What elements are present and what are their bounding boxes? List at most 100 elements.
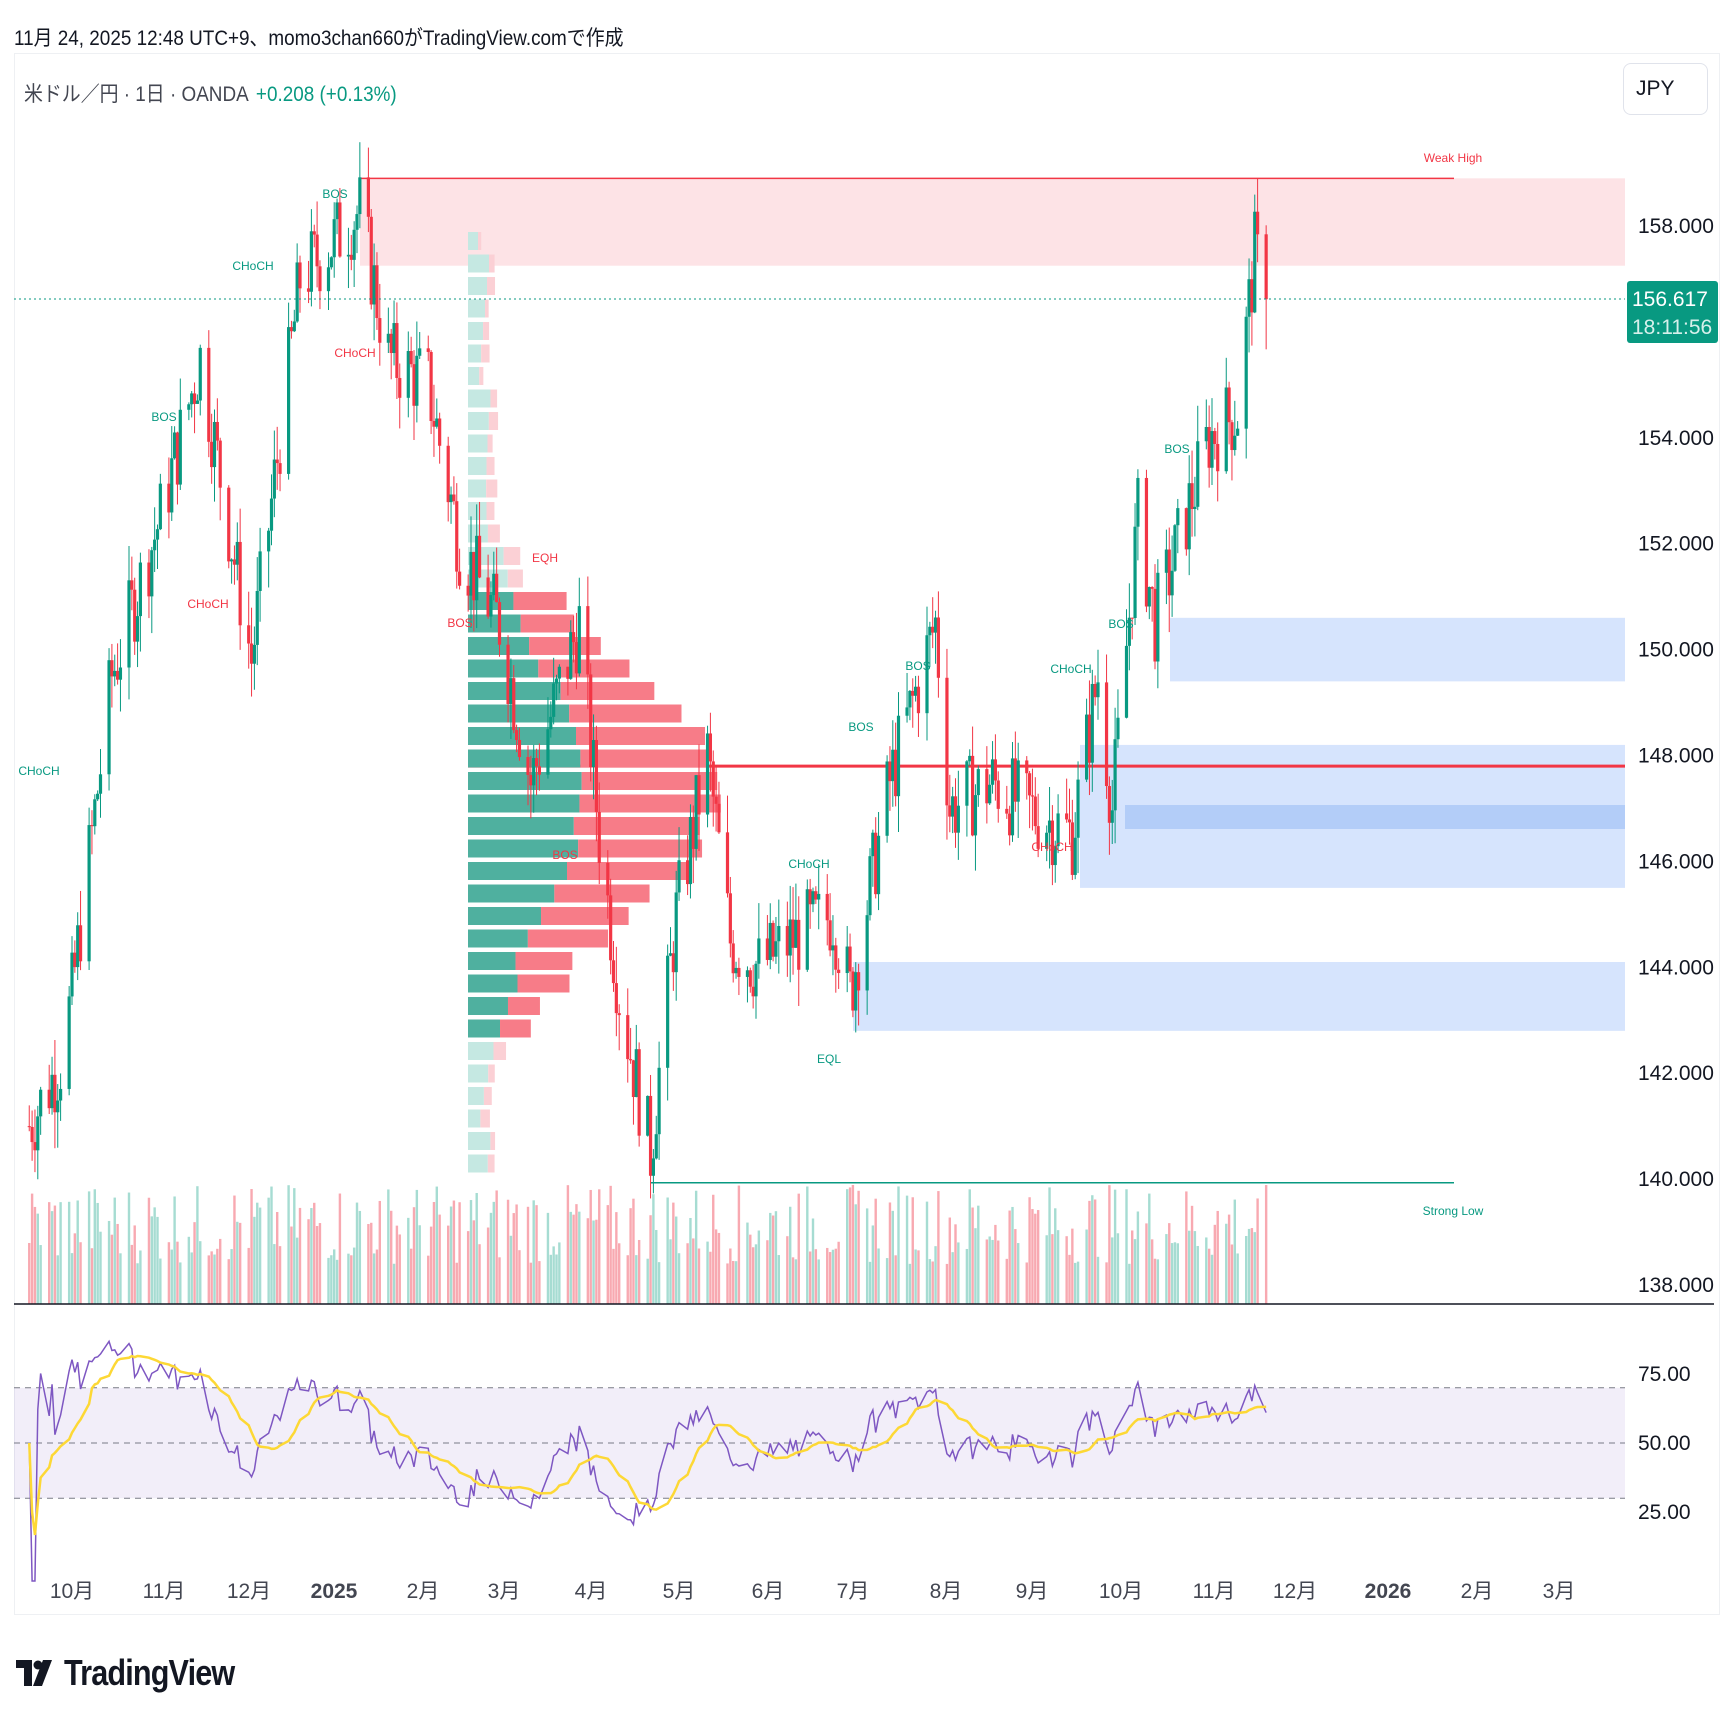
volume-profile-down: [507, 997, 540, 1015]
candle-body: [1253, 211, 1257, 313]
candle-body: [458, 571, 462, 586]
candle-body: [375, 265, 379, 319]
candle-body: [876, 835, 881, 895]
volume-bar: [210, 1251, 213, 1304]
volume-profile-up: [468, 862, 568, 880]
volume-bar: [1017, 1243, 1020, 1304]
candle-body: [332, 219, 336, 258]
candle-body: [409, 351, 413, 365]
candle-body: [309, 231, 313, 292]
candle-body: [771, 922, 775, 957]
candle-body: [218, 440, 222, 488]
volume-bar: [352, 1247, 356, 1304]
volume-bar: [629, 1208, 632, 1304]
volume-bar: [139, 1250, 142, 1304]
time-tick: 8月: [930, 1580, 963, 1603]
volume-bar: [1176, 1243, 1179, 1304]
candle-body: [455, 501, 459, 572]
candle-body: [435, 418, 439, 427]
candle-body: [936, 617, 940, 678]
volume-bar: [749, 1234, 752, 1304]
volume-bar: [478, 1244, 481, 1304]
candle-body: [1136, 477, 1140, 527]
candle-body: [848, 946, 852, 972]
volume-profile-down: [487, 1154, 495, 1173]
candle-body: [751, 986, 755, 997]
symbol-legend[interactable]: 米ドル／円 · 1日 · OANDA +0.208 (+0.13%): [24, 78, 397, 108]
candle-body: [871, 832, 875, 857]
volume-bar: [797, 1193, 800, 1304]
candle-body: [426, 348, 430, 352]
volume-bar: [1185, 1191, 1188, 1304]
zone-demand-core: [1125, 805, 1625, 829]
candle-body: [249, 643, 254, 664]
volume-bar: [834, 1248, 837, 1304]
volume-bar: [56, 1255, 59, 1304]
volume-bar: [1011, 1206, 1014, 1304]
time-tick: 3月: [1543, 1580, 1576, 1603]
candle-body: [777, 925, 781, 942]
volume-bar: [1028, 1197, 1031, 1304]
candle-body: [366, 177, 370, 217]
price-tick: 140.000: [1638, 1168, 1714, 1191]
volume-bar: [1188, 1230, 1191, 1304]
volume-bar: [28, 1242, 31, 1304]
candle-body: [1008, 813, 1012, 836]
volume-bar: [885, 1258, 889, 1304]
candle-body: [572, 632, 576, 643]
candle-body: [774, 941, 778, 957]
volume-bar: [1133, 1239, 1137, 1304]
volume-bar: [238, 1222, 242, 1304]
candle-body: [686, 860, 690, 885]
volume-bar: [672, 1202, 675, 1304]
volume-bar: [276, 1212, 279, 1304]
volume-bar: [1076, 1261, 1080, 1304]
candle-body: [626, 1015, 630, 1060]
candle-body: [631, 1060, 636, 1098]
candle-body: [566, 666, 570, 679]
volume-bar: [709, 1251, 712, 1304]
candle-body: [714, 796, 718, 804]
volume-profile-up: [468, 974, 518, 993]
candle-body: [113, 670, 117, 677]
volume-profile-down: [481, 344, 490, 363]
candle-body: [529, 774, 533, 786]
volume-bar: [370, 1222, 373, 1304]
price-tick: 150.000: [1638, 639, 1714, 662]
volume-bar: [492, 1201, 495, 1304]
tradingview-logo[interactable]: TradingView: [16, 1652, 264, 1694]
currency-button[interactable]: JPY: [1623, 63, 1708, 115]
candle-body: [928, 626, 932, 636]
time-tick: 4月: [575, 1580, 608, 1603]
volume-bar: [367, 1224, 370, 1304]
candle-body: [369, 216, 373, 305]
volume-bar: [774, 1211, 778, 1304]
volume-bar: [236, 1221, 239, 1304]
candle-body: [275, 459, 279, 464]
volume-bar: [732, 1260, 735, 1304]
candle-body: [469, 551, 473, 596]
candle-body: [725, 832, 730, 894]
candle-body: [788, 919, 792, 956]
volume-bar: [227, 1259, 230, 1304]
volume-profile-up: [468, 299, 486, 318]
candle-body: [150, 550, 154, 597]
candle-body: [78, 925, 83, 962]
volume-bar: [176, 1241, 179, 1304]
candle-body: [415, 355, 419, 406]
volume-bar: [609, 1185, 612, 1304]
candle-body: [497, 602, 502, 645]
volume-bar: [247, 1247, 250, 1304]
volume-bar: [187, 1236, 191, 1304]
volume-bar: [190, 1252, 193, 1304]
volume-bar: [1031, 1209, 1034, 1304]
candle-body: [238, 541, 242, 626]
candle-body: [731, 943, 735, 974]
volume-bar: [498, 1257, 501, 1304]
volume-bar: [333, 1249, 336, 1304]
candle-body: [1227, 387, 1231, 423]
volume-bar: [957, 1242, 960, 1304]
candle-body: [1124, 645, 1129, 718]
volume-bar: [258, 1207, 262, 1304]
